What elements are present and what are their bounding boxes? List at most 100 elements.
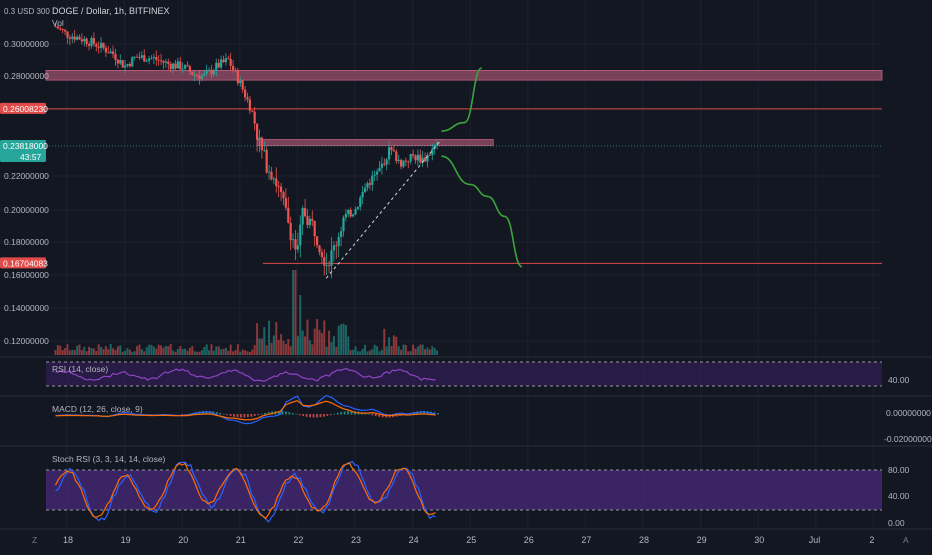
candle-body [203,73,206,76]
volume-bar [304,336,307,355]
candle-body [308,218,311,226]
rsi-pane: RSI (14, close) 40.00 [46,361,910,387]
candle-body [159,60,163,62]
volume-bar [371,349,374,355]
candle-body [107,52,110,54]
candle-body [241,80,244,90]
candle-body [207,69,211,72]
volume-bar [373,344,376,355]
candle-body [116,59,119,64]
volume-bar [364,344,367,355]
candle-body [318,245,321,253]
volume-bar [234,350,237,355]
macd-histogram-bar [219,412,222,415]
volume-bar [116,346,119,355]
candle-body [157,59,160,61]
candle-body [378,167,381,172]
volume-bar [107,349,110,355]
resistance-zone [45,70,883,81]
volume-bar [311,344,314,355]
candle-body [171,63,175,70]
volume-bar [155,348,158,355]
volume-label: Vol [52,18,64,28]
candle-body [97,46,100,48]
candle-body [145,60,148,62]
volume-bar [325,346,328,355]
candle-body [215,62,218,71]
resistance-zone [256,139,494,146]
candle-body [375,171,379,175]
volume-bar [248,351,251,355]
candle-body [356,206,359,210]
volume-bar [200,350,203,355]
volume-bar [64,348,67,355]
volume-bar [157,344,160,355]
stoch-k-line [55,460,436,523]
time-axis-label: 30 [754,535,764,545]
volume-bar [220,349,223,355]
price-badge [0,257,46,269]
macd-title: MACD (12, 26, close, 9) [52,404,143,414]
macd-histogram-bar [333,413,336,415]
candle-body [284,198,287,208]
candle-body [361,191,364,198]
candle-body [287,207,290,223]
volume-bar [340,324,343,355]
time-axis-corner-left: Z [32,535,37,545]
volume-bar [388,337,391,355]
rsi-line [55,367,436,382]
candle-body [347,209,350,214]
volume-bar [121,351,124,355]
candle-body [162,60,165,63]
price-tick-label: 0.18000000 [4,237,49,247]
volume-bar [181,348,184,355]
candle-body [219,59,223,68]
volume-bar [76,345,79,355]
macd-histogram-bar [288,412,291,415]
volume-bar [143,351,146,355]
volume-bar [92,348,95,355]
candle-body [397,159,400,162]
candle-body [407,161,410,163]
stoch-axis-label-40: 40.00 [888,491,910,501]
price-tick-label: 0.14000000 [4,303,49,313]
volume-bar [359,351,362,355]
candle-body [75,36,79,40]
volume-bar [172,350,175,355]
volume-bar [256,323,259,355]
volume-bar [95,350,98,355]
macd-histogram-bar [381,414,384,418]
stoch-axis-label-80: 80.00 [888,465,910,475]
candle-body [335,245,338,247]
volume-bar [54,350,57,355]
candle-body [212,70,215,75]
macd-histogram-bar [340,412,343,415]
time-axis-label: 20 [178,535,188,545]
macd-histogram-bar [284,411,287,415]
volume-bar [124,350,127,355]
volume-bar [222,348,225,355]
candle-body [59,28,62,30]
volume-bar [277,339,280,355]
macd-histogram-bar [250,414,253,417]
volume-bar [210,344,213,355]
candle-body [99,42,103,48]
volume-bar [239,351,242,355]
volume-bar [352,349,355,355]
candle-body [342,217,345,232]
time-axis-corner-right: A [903,535,909,545]
rsi-axis-label: 40.00 [888,375,910,385]
candle-body [152,57,155,58]
volume-bar [306,319,309,355]
volume-bar [344,324,347,355]
macd-axis-label-neg: -0.02000000 [884,434,932,444]
candle-body [320,252,323,257]
chart-title: DOGE / Dollar, 1h, BITFINEX [52,6,170,16]
time-axis-label: 22 [293,535,303,545]
candle-body [399,159,403,167]
volume-bar [215,346,218,355]
volume-bar [301,330,304,355]
macd-histogram-bar [419,411,422,415]
